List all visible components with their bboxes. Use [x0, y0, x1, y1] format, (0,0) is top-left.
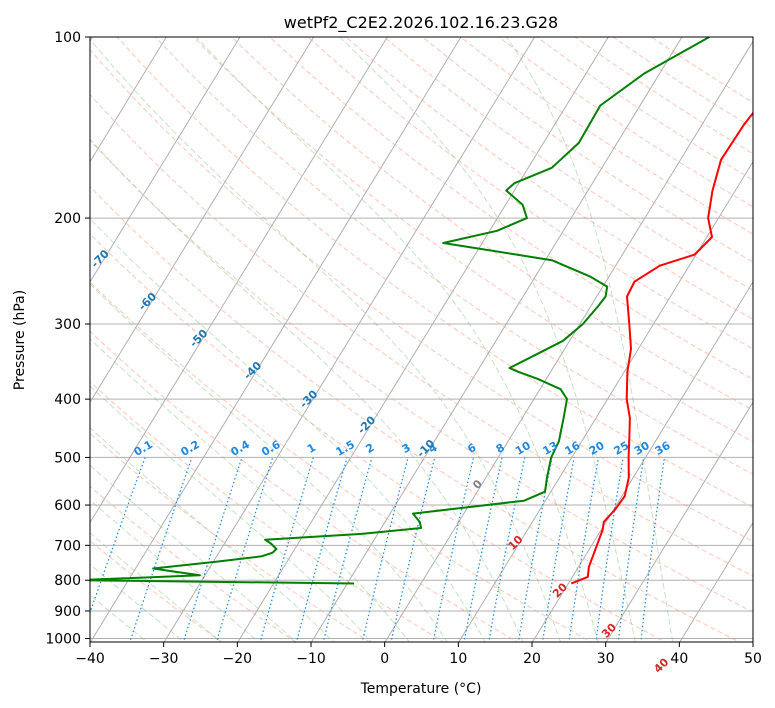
dry-adiabat — [383, 37, 753, 291]
dry-adiabat — [90, 233, 667, 642]
isotherm-gridline — [90, 37, 388, 524]
isotherm-gridline — [384, 40, 753, 642]
x-tick-label: 30 — [597, 651, 615, 667]
y-tick-label: 200 — [54, 211, 81, 227]
moist-adiabat — [195, 37, 599, 642]
isotherm-gridline — [90, 37, 167, 163]
y-tick-label: 900 — [54, 604, 81, 620]
dry-adiabat — [90, 93, 753, 577]
y-tick-label: 300 — [54, 317, 81, 333]
moist-adiabat — [90, 594, 148, 642]
moist-adiabat — [90, 138, 524, 642]
y-tick-label: 100 — [54, 30, 81, 46]
y-tick-label: 600 — [54, 498, 81, 514]
moist-adiabat — [90, 499, 260, 642]
dry-adiabat — [193, 37, 753, 443]
x-tick-label: 0 — [380, 651, 389, 667]
dry-adiabat — [345, 37, 753, 320]
isotherm-gridline — [531, 280, 753, 642]
moist-adiabat — [90, 38, 562, 642]
moist-adiabat — [90, 427, 335, 642]
y-tick-label: 800 — [54, 573, 81, 589]
dewpoint-profile — [90, 37, 710, 585]
mixing-ratio-line — [129, 457, 193, 642]
y-axis-label: Pressure (hPa) — [12, 290, 28, 390]
mixing-ratio-line — [432, 457, 475, 642]
dry-adiabat — [90, 281, 593, 642]
mixing-ratio-line — [215, 457, 274, 642]
plot-frame — [89, 36, 754, 643]
x-tick-label: 50 — [744, 651, 762, 667]
isotherm-gridline — [605, 401, 753, 642]
mixing-ratio-line — [541, 457, 575, 642]
x-tick-label: 10 — [449, 651, 467, 667]
isotherm-gridline — [310, 37, 683, 642]
moist-adiabat — [90, 283, 448, 642]
x-axis-label: Temperature (°C) — [360, 681, 482, 697]
y-tick-label: 400 — [54, 392, 81, 408]
axis-ticks: −40 −30 −20 −10 0 10 20 30 40 50 100 200 300 400 500 60… — [45, 30, 762, 667]
moist-adiabat — [339, 37, 636, 642]
dry-adiabat — [90, 485, 297, 642]
sounding-profiles — [90, 37, 753, 585]
dry-adiabat — [90, 432, 371, 642]
mixing-ratio-line — [361, 457, 409, 642]
x-tick-label: −40 — [75, 651, 105, 667]
moist-adiabat — [90, 385, 373, 642]
isotherm-gridline — [163, 37, 536, 642]
isotherm-gridline — [90, 37, 315, 404]
mixing-ratio-line — [182, 457, 243, 642]
y-tick-label: 1000 — [45, 632, 81, 648]
x-tick-label: −10 — [296, 651, 326, 667]
moist-adiabat — [505, 37, 674, 642]
isotherm-gridline — [90, 37, 241, 283]
dry-adiabat — [231, 37, 753, 411]
background-lines — [90, 37, 753, 642]
dry-adiabat — [90, 48, 753, 542]
dry-adiabat — [90, 330, 519, 642]
mixing-ratio-line — [259, 457, 314, 642]
moist-adiabat — [90, 464, 297, 642]
isotherm-gridline — [237, 37, 609, 642]
isotherm-gridline — [679, 521, 753, 642]
x-tick-label: 20 — [523, 651, 541, 667]
chart-title: wetPf2_C2E2.2026.102.16.23.G28 — [284, 13, 558, 33]
isotherm-gridline — [90, 37, 462, 642]
x-tick-label: −30 — [149, 651, 179, 667]
mixing-ratio-line — [463, 457, 503, 642]
mixing-ratio-line — [568, 457, 600, 642]
mixing-ratio-line — [295, 457, 348, 642]
mixing-ratio-line — [517, 457, 553, 642]
x-tick-label: −20 — [223, 651, 253, 667]
dry-adiabat — [90, 540, 223, 642]
dry-adiabat — [90, 185, 741, 642]
dry-adiabat — [116, 37, 753, 508]
moist-adiabat — [90, 217, 486, 642]
x-tick-label: 40 — [670, 651, 688, 667]
y-tick-label: 500 — [54, 450, 81, 466]
mixing-ratio-line — [322, 457, 373, 642]
isotherm-gridline — [458, 160, 753, 642]
moist-adiabat — [90, 338, 410, 642]
dry-adiabat — [90, 381, 445, 642]
y-tick-label: 700 — [54, 538, 81, 554]
moist-adiabat — [90, 563, 185, 642]
temperature-profile — [570, 111, 753, 585]
mixing-ratio-line — [390, 457, 436, 642]
mixing-ratio-line — [595, 457, 624, 642]
moist-adiabat — [90, 532, 222, 642]
